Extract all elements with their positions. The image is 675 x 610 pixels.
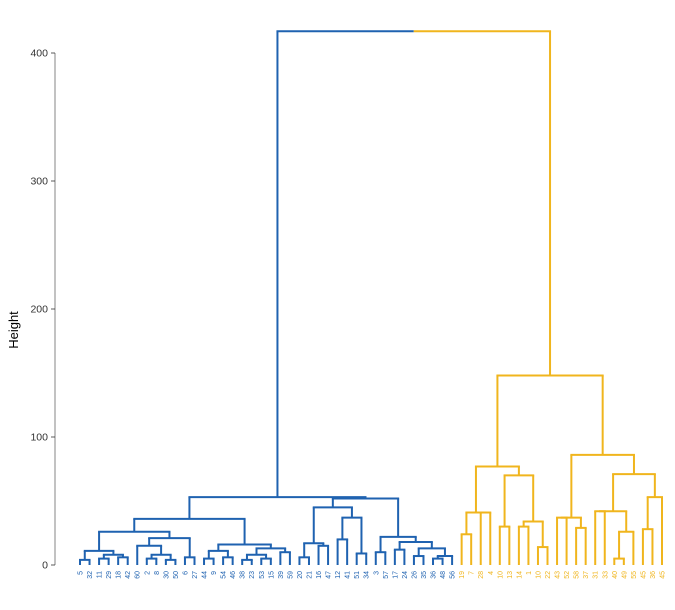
y-axis-title: Height bbox=[6, 311, 21, 349]
leaf-label: 6 bbox=[182, 571, 189, 575]
leaf-labels: 5 32 11 29 18 42 60 2 8 30 50 6 27 44 9 54 46 38 23 53 15 39 5… bbox=[78, 571, 667, 579]
leaf-label: 10 bbox=[535, 571, 542, 579]
leaf-label: 35 bbox=[421, 571, 428, 579]
leaf-label: 32 bbox=[87, 571, 94, 579]
leaf-label: 58 bbox=[574, 571, 581, 579]
leaf-label: 45 bbox=[640, 571, 647, 579]
leaf-label: 57 bbox=[383, 571, 390, 579]
leaf-label: 44 bbox=[202, 571, 209, 579]
leaf-label: 37 bbox=[583, 571, 590, 579]
leaf-label: 22 bbox=[545, 571, 552, 579]
leaf-label: 52 bbox=[564, 571, 571, 579]
leaf-label: 30 bbox=[163, 571, 170, 579]
leaf-label: 2 bbox=[144, 571, 151, 575]
leaf-label: 20 bbox=[297, 571, 304, 579]
leaf-label: 23 bbox=[249, 571, 256, 579]
leaf-label: 5 bbox=[78, 571, 85, 575]
leaf-label: 49 bbox=[621, 571, 628, 579]
leaf-label: 29 bbox=[106, 571, 113, 579]
leaf-label: 59 bbox=[287, 571, 294, 579]
leaf-label: 48 bbox=[440, 571, 447, 579]
leaf-label: 36 bbox=[650, 571, 657, 579]
leaf-label: 38 bbox=[240, 571, 247, 579]
y-tick-label: 400 bbox=[30, 48, 48, 60]
leaf-label: 21 bbox=[306, 571, 313, 579]
leaf-label: 41 bbox=[345, 571, 352, 579]
leaf-label: 40 bbox=[612, 571, 619, 579]
leaf-label: 15 bbox=[268, 571, 275, 579]
leaf-label: 47 bbox=[326, 571, 333, 579]
leaf-label: 53 bbox=[259, 571, 266, 579]
leaf-label: 12 bbox=[335, 571, 342, 579]
leaf-label: 50 bbox=[173, 571, 180, 579]
leaf-label: 46 bbox=[230, 571, 237, 579]
leaf-label: 8 bbox=[154, 571, 161, 575]
leaf-label: 14 bbox=[516, 571, 523, 579]
y-axis: 0 100 200 300 400 bbox=[30, 48, 56, 572]
leaf-label: 9 bbox=[211, 571, 218, 575]
y-tick-label: 300 bbox=[30, 176, 48, 188]
leaf-label: 42 bbox=[125, 571, 132, 579]
leaf-label: 45 bbox=[660, 571, 667, 579]
leaf-label: 17 bbox=[392, 571, 399, 579]
leaf-label: 34 bbox=[364, 571, 371, 579]
leaf-label: 4 bbox=[488, 571, 495, 575]
leaf-label: 3 bbox=[373, 571, 380, 575]
leaf-label: 19 bbox=[459, 571, 466, 579]
leaf-label: 28 bbox=[478, 571, 485, 579]
leaf-label: 56 bbox=[450, 571, 457, 579]
y-tick-label: 200 bbox=[30, 304, 48, 316]
leaf-label: 43 bbox=[555, 571, 562, 579]
leaf-label: 10 bbox=[497, 571, 504, 579]
dendrogram-branches bbox=[79, 30, 663, 565]
leaf-label: 11 bbox=[97, 571, 104, 578]
leaf-label: 24 bbox=[402, 571, 409, 579]
leaf-label: 55 bbox=[631, 571, 638, 579]
leaf-label: 1 bbox=[526, 571, 533, 575]
leaf-label: 7 bbox=[469, 571, 476, 575]
leaf-label: 54 bbox=[221, 571, 228, 579]
leaf-label: 13 bbox=[507, 571, 514, 579]
leaf-label: 33 bbox=[602, 571, 609, 579]
leaf-label: 39 bbox=[278, 571, 285, 579]
leaf-label: 16 bbox=[316, 571, 323, 579]
leaf-label: 60 bbox=[135, 571, 142, 579]
leaf-label: 31 bbox=[593, 571, 600, 579]
leaf-label: 26 bbox=[411, 571, 418, 579]
y-tick-label: 100 bbox=[30, 432, 48, 444]
y-tick-label: 0 bbox=[42, 560, 48, 572]
leaf-label: 27 bbox=[192, 571, 199, 579]
leaf-label: 18 bbox=[116, 571, 123, 579]
leaf-label: 51 bbox=[354, 571, 361, 579]
leaf-label: 36 bbox=[431, 571, 438, 579]
